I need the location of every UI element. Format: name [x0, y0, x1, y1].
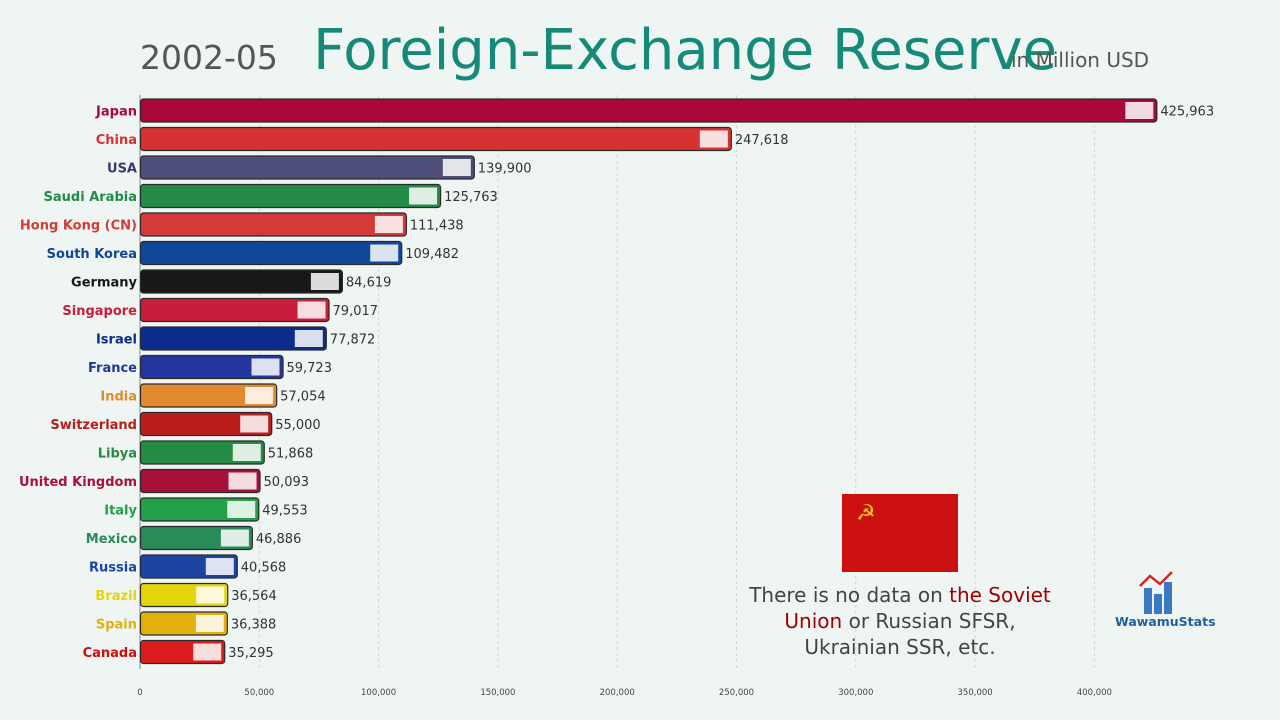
flag-icon: [195, 615, 224, 632]
x-tick-label: 100,000: [361, 688, 396, 698]
x-tick-label: 200,000: [600, 688, 635, 698]
category-label: France: [88, 361, 137, 376]
category-label: Italy: [104, 504, 137, 519]
logo-chart-icon: [1139, 571, 1173, 614]
flag-icon: [220, 529, 249, 547]
bar: [139, 240, 403, 266]
category-label: India: [100, 390, 137, 405]
value-label: 36,564: [231, 589, 277, 604]
flag-icon: [228, 472, 257, 490]
bar: [139, 326, 327, 351]
value-label: 109,482: [405, 247, 459, 262]
flag-icon: [240, 415, 269, 433]
value-label: 77,872: [330, 333, 376, 348]
flag-icon: [251, 358, 280, 376]
bar: [139, 411, 273, 437]
date-label: 2002-05: [140, 38, 278, 77]
soviet-flag-icon: ☭: [842, 494, 958, 572]
note-highlight: the Soviet Union: [784, 583, 1051, 633]
category-label: Japan: [95, 105, 137, 120]
category-label: South Korea: [47, 247, 137, 262]
category-label: Mexico: [86, 532, 137, 547]
category-label: Spain: [96, 618, 137, 633]
category-label: Libya: [98, 447, 137, 462]
note-text-1: There is no data on: [749, 583, 950, 607]
bar: [139, 212, 407, 237]
wawamustats-logo: WawamuStats: [1110, 570, 1216, 632]
category-label: Israel: [96, 333, 137, 348]
bar: [139, 383, 278, 408]
value-label: 50,093: [264, 475, 310, 490]
category-label: Germany: [71, 276, 137, 291]
x-tick-label: 400,000: [1077, 688, 1112, 698]
category-label: Switzerland: [50, 418, 137, 433]
flag-icon: [294, 330, 323, 347]
value-label: 247,618: [735, 133, 789, 148]
flag-icon: [374, 216, 403, 233]
value-label: 79,017: [333, 304, 379, 319]
bar: [139, 354, 284, 380]
category-label: Saudi Arabia: [44, 190, 137, 205]
flag-icon: [205, 558, 234, 575]
category-label: Brazil: [95, 589, 137, 604]
flag-icon: [699, 130, 728, 148]
category-label: USA: [107, 162, 137, 177]
value-label: 49,553: [262, 504, 308, 519]
value-label: 55,000: [275, 418, 321, 433]
value-label: 36,388: [231, 618, 277, 633]
chart-title: Foreign-Exchange Reserve: [313, 18, 1058, 83]
bar: [139, 155, 475, 180]
value-label: 46,886: [256, 532, 302, 547]
value-label: 40,568: [241, 561, 286, 576]
category-label: Russia: [89, 561, 137, 576]
flag-icon: [310, 273, 339, 290]
category-label: United Kingdom: [19, 475, 137, 490]
x-tick-label: 150,000: [480, 688, 515, 698]
unit-label: in Million USD: [1011, 48, 1150, 72]
x-tick-label: 300,000: [838, 688, 873, 698]
value-label: 111,438: [410, 219, 464, 234]
category-label: Singapore: [62, 304, 137, 319]
x-tick-label: 250,000: [719, 688, 754, 698]
flag-icon: [196, 586, 225, 604]
value-label: 35,295: [228, 646, 274, 661]
value-label: 57,054: [280, 390, 326, 405]
flag-icon: [245, 387, 274, 404]
value-label: 125,763: [444, 190, 498, 205]
flag-icon: [442, 159, 471, 176]
logo-text: WawamuStats: [1115, 614, 1216, 629]
category-label: Canada: [83, 646, 137, 661]
bar: [139, 297, 330, 323]
category-label: China: [96, 133, 137, 148]
flag-icon: [193, 643, 222, 661]
x-tick-label: 50,000: [244, 688, 274, 698]
bar: [139, 126, 732, 152]
bar: [139, 98, 1158, 123]
value-label: 425,963: [1160, 105, 1214, 120]
flag-icon: [370, 244, 399, 262]
flag-icon: [227, 501, 256, 518]
flag-icon: [1125, 102, 1154, 119]
value-label: 59,723: [286, 361, 332, 376]
value-label: 139,900: [478, 162, 532, 177]
value-label: 51,868: [268, 447, 314, 462]
x-tick-label: 350,000: [958, 688, 993, 698]
flag-icon: [297, 301, 326, 319]
value-label: 84,619: [346, 276, 392, 291]
flag-icon: [232, 444, 261, 461]
no-data-note: There is no data on the Soviet Union or …: [740, 582, 1060, 660]
flag-icon: [409, 187, 438, 205]
bar: [139, 183, 442, 209]
bar: [139, 269, 344, 294]
note-text-2: or Russian SFSR, Ukrainian SSR, etc.: [804, 609, 1016, 659]
category-label: Hong Kong (CN): [20, 219, 137, 234]
x-tick-label: 0: [137, 688, 142, 698]
